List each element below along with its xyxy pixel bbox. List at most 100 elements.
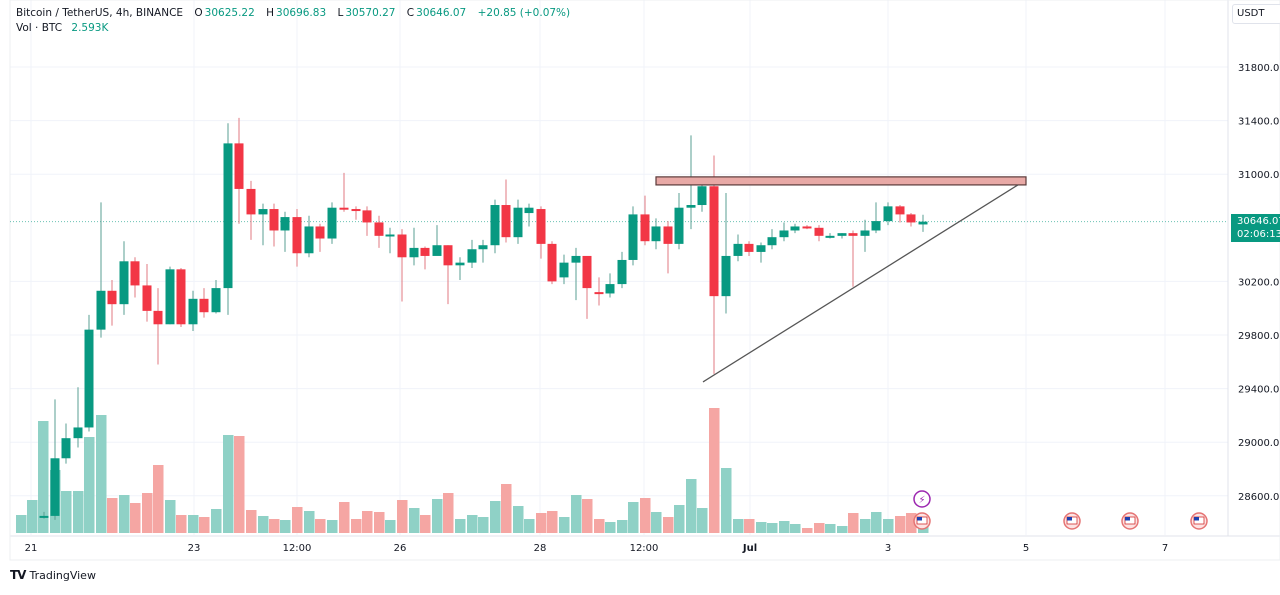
flag-canton <box>1067 517 1072 521</box>
symbol-title[interactable]: Bitcoin / TetherUS, 4h, BINANCE <box>16 7 184 19</box>
candle-body <box>767 237 777 246</box>
volume-bar <box>501 484 512 533</box>
candle-body <box>119 261 129 305</box>
candle-body <box>142 285 152 311</box>
volume-bar <box>617 520 628 533</box>
high-value: 30696.83 <box>276 7 327 19</box>
volume-bar <box>895 516 906 533</box>
candle-body <box>883 206 893 222</box>
candle-body <box>524 207 534 214</box>
volume-bar <box>605 522 616 533</box>
candle-body <box>501 205 511 238</box>
last-price-label: 30646.07 02:06:13 <box>1231 214 1280 242</box>
x-axis-label: 28 <box>534 543 547 554</box>
candle-body <box>571 255 581 263</box>
bar-countdown: 02:06:13 <box>1237 229 1280 240</box>
trendline[interactable] <box>702 184 1019 383</box>
candle-body <box>756 245 766 252</box>
volume-bar <box>686 479 697 533</box>
x-axis-label: 26 <box>394 543 407 554</box>
open-value: 30625.22 <box>204 7 255 19</box>
close-value: 30646.07 <box>416 7 467 19</box>
candle-body <box>709 186 719 297</box>
volume-bar <box>223 435 234 533</box>
lightning-icon[interactable] <box>913 490 931 508</box>
candle-body <box>906 214 916 223</box>
volume-bar <box>594 519 605 533</box>
volume-bar <box>674 505 685 533</box>
resistance-zone[interactable] <box>655 176 1027 186</box>
y-axis-label: 29000.00 <box>1238 438 1280 449</box>
ohlc-row: Bitcoin / TetherUS, 4h, BINANCE O 30625.2… <box>16 7 571 19</box>
candle-body <box>327 207 337 239</box>
candle-body <box>39 515 49 518</box>
volume-bar <box>536 513 547 533</box>
candle-body <box>467 249 477 263</box>
volume-bar <box>663 517 674 533</box>
volume-bar <box>351 519 362 533</box>
volume-bar <box>467 515 478 533</box>
candle-body <box>374 222 384 236</box>
volume-bar <box>84 437 95 533</box>
y-axis-label: 28600.00 <box>1238 492 1280 503</box>
volume-bar <box>883 519 894 533</box>
candle-body <box>432 245 442 256</box>
volume-bar <box>165 500 176 533</box>
candle-body <box>871 221 881 231</box>
volume-bar <box>362 511 373 533</box>
volume-bar <box>860 519 871 533</box>
volume-bar <box>199 517 210 533</box>
volume-bar <box>96 415 107 533</box>
volume-bar <box>744 519 755 533</box>
volume-bar <box>327 520 338 533</box>
candle-body <box>315 226 325 239</box>
volume-bar <box>374 512 385 533</box>
volume-bar <box>767 523 778 533</box>
volume-bar <box>651 512 662 533</box>
candle-body <box>536 209 546 244</box>
candle-body <box>663 226 673 244</box>
volume-bar <box>73 491 84 533</box>
candle-body <box>443 245 453 266</box>
volume-bar <box>779 521 790 533</box>
volume-bar <box>292 507 303 533</box>
x-axis-label: Jul <box>742 543 757 554</box>
volume-label[interactable]: Vol · BTC <box>16 22 63 34</box>
tradingview-logo-icon: TV <box>10 568 27 582</box>
candle-body <box>351 209 361 212</box>
volume-bar <box>119 495 130 533</box>
volume-bar <box>802 528 813 533</box>
candle-body <box>292 217 302 254</box>
candle-body <box>269 209 279 231</box>
volume-bar <box>280 520 291 533</box>
candle-body <box>628 214 638 260</box>
candle-body <box>837 233 847 236</box>
candle-body <box>582 255 592 289</box>
chart-legend: Bitcoin / TetherUS, 4h, BINANCE O 30625.2… <box>16 6 570 36</box>
currency-selector[interactable]: USDT <box>1232 4 1280 24</box>
volume-bar <box>61 491 72 533</box>
volume-bar <box>513 506 524 533</box>
candle-body <box>802 226 812 229</box>
volume-bar <box>559 517 570 533</box>
candle-body <box>211 288 221 313</box>
volume-bar <box>721 468 732 533</box>
volume-bar <box>756 522 767 533</box>
volume-bar <box>27 500 38 533</box>
candle-body <box>697 186 707 206</box>
tradingview-brand[interactable]: TV TradingView <box>10 568 96 582</box>
candle-body <box>153 310 163 325</box>
candle-body <box>860 230 870 236</box>
candle-body <box>744 243 754 252</box>
volume-bar <box>871 512 882 533</box>
candle-body <box>513 207 523 238</box>
y-axis-label: 31000.00 <box>1238 170 1280 181</box>
volume-bar <box>848 513 859 533</box>
volume-bar <box>420 515 431 533</box>
volume-bar <box>524 519 535 533</box>
candle-body <box>733 243 743 256</box>
volume-bar <box>153 465 164 533</box>
candle-body <box>674 207 684 244</box>
